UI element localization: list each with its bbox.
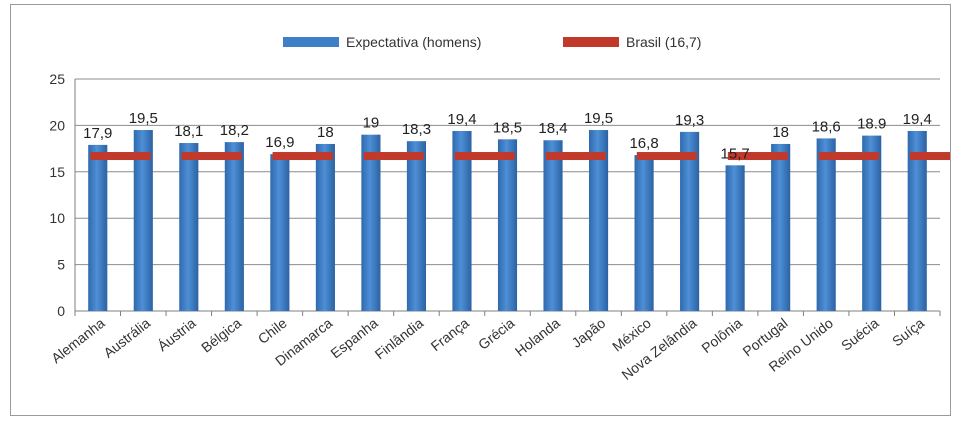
data-label: 16,9	[265, 134, 294, 151]
bar	[224, 142, 244, 311]
reference-line-segment	[272, 152, 333, 161]
y-tick-label: 25	[49, 71, 65, 87]
data-label: 15,7	[721, 145, 750, 162]
y-tick-label: 0	[57, 303, 65, 319]
data-label: 16,8	[629, 135, 658, 152]
y-tick-label: 15	[49, 164, 65, 180]
bar	[862, 135, 882, 311]
bar	[270, 154, 290, 311]
data-label: 18.9	[857, 116, 886, 133]
legend-swatch-expectativa	[283, 37, 339, 47]
category-label: Austrália	[100, 315, 153, 361]
bar	[361, 134, 381, 311]
category-label: Polônia	[698, 315, 745, 356]
bar	[771, 143, 791, 311]
data-label: 19,4	[903, 111, 932, 128]
bar	[588, 130, 609, 311]
data-label: 18,6	[812, 118, 841, 135]
bar	[133, 130, 153, 311]
bar	[406, 141, 427, 311]
y-tick-label: 10	[49, 210, 65, 226]
category-label: Bélgica	[198, 315, 244, 356]
category-label: Chile	[255, 315, 290, 347]
category-label: Finlândia	[372, 315, 427, 363]
category-label: França	[428, 315, 472, 355]
category-label: Japão	[568, 315, 608, 351]
data-label: 18	[317, 124, 334, 141]
reference-line-segment	[909, 152, 950, 161]
category-label: Suécia	[838, 315, 882, 354]
data-label: 19	[363, 115, 380, 132]
reference-line-segment	[90, 152, 151, 161]
data-label: 18,1	[174, 123, 203, 140]
category-label: Espanha	[327, 315, 381, 362]
reference-line-segment	[727, 152, 788, 161]
data-label: 18,4	[538, 120, 567, 137]
data-label: 19,4	[447, 111, 476, 128]
data-label: 19,5	[129, 110, 158, 127]
reference-line-segment	[181, 152, 242, 161]
bar	[543, 140, 563, 311]
bar	[634, 155, 654, 311]
y-tick-label: 20	[49, 117, 65, 133]
bar	[907, 130, 927, 311]
data-label: 18,2	[220, 122, 249, 139]
bar	[88, 144, 108, 311]
legend-label-brasil: Brasil (16,7)	[626, 34, 701, 50]
data-label: 18,3	[402, 121, 431, 138]
category-label: Alemanha	[48, 315, 108, 367]
reference-line-segment	[636, 152, 697, 161]
chart: 0 5 10 15 20 25 17,9 19,5 18,1 18,2 16,9 18 19 18,3 19…	[48, 34, 950, 383]
chart-frame: 0 5 10 15 20 25 17,9 19,5 18,1 18,2 16,9 18 19 18,3 19…	[10, 4, 951, 416]
reference-line-segment	[545, 152, 606, 161]
bar	[725, 165, 745, 311]
legend-swatch-brasil	[563, 37, 619, 47]
data-label: 19,5	[584, 110, 613, 127]
data-label: 17,9	[83, 125, 112, 142]
data-label: 18	[772, 124, 789, 141]
reference-line-segment	[363, 152, 424, 161]
bar	[315, 143, 335, 311]
category-label: Holanda	[512, 315, 563, 360]
bar	[680, 131, 700, 311]
data-label: 18,5	[493, 119, 522, 136]
legend-label-expectativa: Expectativa (homens)	[346, 34, 481, 50]
bar	[816, 138, 836, 311]
bar	[179, 143, 199, 311]
reference-line-segment	[454, 152, 515, 161]
data-label: 19,3	[675, 112, 704, 129]
reference-line-segment	[818, 152, 879, 161]
bar	[497, 139, 518, 311]
bar	[452, 130, 472, 311]
y-tick-label: 5	[57, 257, 65, 273]
category-label: Suíça	[889, 315, 927, 350]
category-label: Áustria	[154, 315, 198, 355]
